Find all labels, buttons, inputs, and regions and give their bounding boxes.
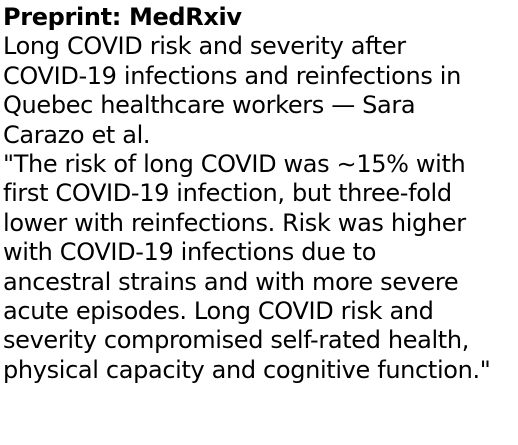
- title-line: COVID-19 infections and reinfections in: [3, 61, 461, 90]
- title-line: Carazo et al.: [3, 120, 151, 149]
- title-line: Quebec healthcare workers — Sara: [3, 91, 416, 120]
- preprint-post: Preprint: MedRxiv Long COVID risk and se…: [3, 3, 517, 385]
- quote-line: ancestral strains and with more severe: [3, 267, 459, 296]
- quote-line: severity compromised self-rated health,: [3, 326, 470, 355]
- quote-line: with COVID-19 infections due to: [3, 238, 377, 267]
- title-line: Long COVID risk and severity after: [3, 32, 406, 61]
- quote-line: first COVID-19 infection, but three-fold: [3, 179, 452, 208]
- quote-line: acute episodes. Long COVID risk and: [3, 297, 434, 326]
- abstract-quote: "The risk of long COVID was ∼15% with fi…: [3, 150, 517, 385]
- paper-title: Long COVID risk and severity after COVID…: [3, 32, 517, 150]
- quote-line: physical capacity and cognitive function…: [3, 355, 491, 384]
- post-heading: Preprint: MedRxiv: [3, 3, 242, 31]
- quote-line: "The risk of long COVID was ∼15% with: [3, 150, 466, 179]
- quote-line: lower with reinfections. Risk was higher: [3, 208, 466, 237]
